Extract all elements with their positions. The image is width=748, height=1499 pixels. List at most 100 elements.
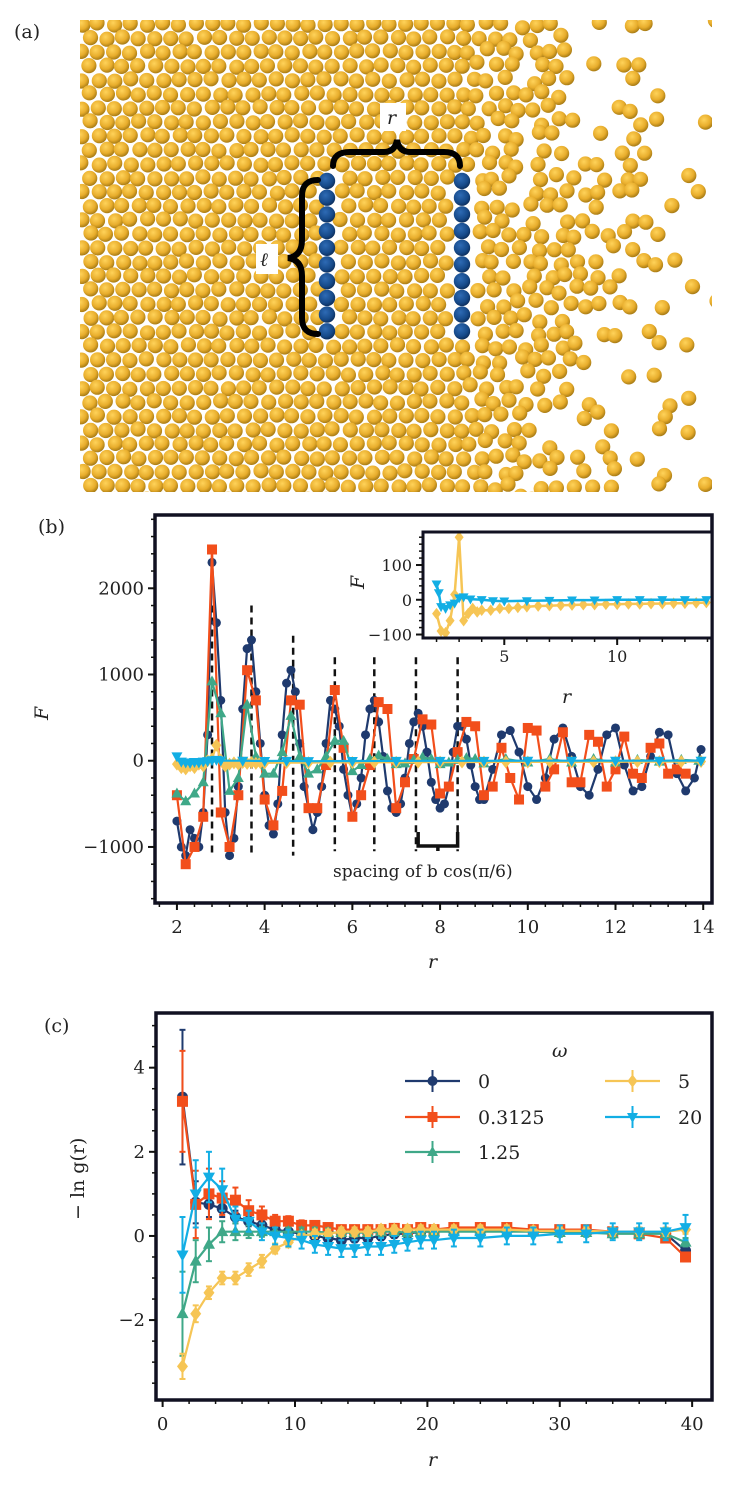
- particle: [349, 436, 365, 452]
- data-point: [645, 742, 656, 753]
- data-point: [427, 1235, 441, 1247]
- particle: [533, 337, 549, 353]
- data-point: [282, 678, 292, 688]
- particle: [276, 169, 292, 186]
- y-tick-label: 2: [134, 1142, 145, 1163]
- particle: [593, 125, 609, 141]
- data-point: [580, 1229, 593, 1241]
- particle: [89, 213, 106, 229]
- particle: [122, 323, 138, 339]
- particle: [268, 464, 284, 480]
- particle: [80, 352, 89, 368]
- particle: [381, 239, 398, 255]
- particle: [179, 366, 195, 382]
- data-point: [180, 859, 191, 870]
- data-point: [229, 1270, 241, 1286]
- data-point: [303, 767, 315, 778]
- particle: [533, 481, 549, 492]
- particle: [91, 295, 107, 311]
- particle: [83, 310, 99, 326]
- particle: [261, 309, 277, 325]
- particle: [504, 202, 520, 218]
- particle: [460, 101, 476, 117]
- particle: [364, 43, 381, 59]
- particle: [147, 171, 163, 187]
- particle: [333, 239, 349, 255]
- particle: [622, 157, 638, 174]
- particle: [350, 239, 366, 255]
- data-point: [259, 767, 271, 778]
- particle: [139, 325, 156, 341]
- particle: [324, 421, 340, 437]
- highlighted-particle: [453, 289, 471, 307]
- highlighted-particle: [453, 239, 471, 256]
- particle: [414, 100, 430, 116]
- particle: [113, 141, 129, 157]
- particle: [80, 296, 90, 313]
- particle: [531, 243, 548, 259]
- particle: [82, 29, 99, 46]
- particle: [616, 224, 633, 240]
- particle: [228, 451, 244, 467]
- particle: [503, 310, 519, 326]
- particle: [146, 366, 162, 382]
- particle: [211, 199, 227, 215]
- particle: [461, 436, 477, 452]
- highlighted-particle: [318, 172, 336, 190]
- particle: [414, 437, 430, 453]
- particle: [268, 323, 284, 339]
- inset-y-label: F: [347, 575, 369, 590]
- particle: [144, 491, 150, 492]
- data-point: [657, 596, 668, 606]
- particle: [147, 309, 163, 325]
- particle: [414, 324, 430, 340]
- data-point: [215, 807, 226, 818]
- particle: [431, 43, 447, 60]
- particle: [349, 324, 365, 340]
- particle: [350, 351, 366, 367]
- particle: [114, 197, 130, 214]
- legend-item-omega-0.3125: 0.3125: [405, 1106, 544, 1129]
- data-point: [522, 756, 534, 767]
- particle: [122, 381, 138, 397]
- particle: [625, 242, 641, 258]
- particle: [552, 197, 568, 213]
- particle: [585, 479, 601, 492]
- particle: [350, 493, 365, 508]
- particle: [122, 437, 138, 453]
- particle: [651, 476, 667, 492]
- particle: [229, 310, 245, 326]
- particle: [140, 43, 156, 59]
- legend-label: 1.25: [478, 1142, 520, 1164]
- particle: [486, 282, 502, 298]
- particle: [178, 31, 194, 47]
- particle: [332, 128, 348, 144]
- data-point: [308, 825, 318, 835]
- particle: [261, 477, 277, 492]
- particle: [356, 29, 373, 45]
- particle: [542, 460, 558, 476]
- particle: [236, 128, 252, 145]
- particle: [163, 283, 180, 299]
- data-point: [237, 756, 249, 767]
- particle: [106, 101, 122, 117]
- data-point: [549, 734, 559, 744]
- particle: [236, 183, 252, 199]
- particle: [496, 40, 512, 56]
- data-point: [671, 764, 682, 775]
- particle: [698, 476, 712, 492]
- particle: [382, 43, 398, 59]
- particle: [80, 20, 91, 33]
- particle: [414, 407, 430, 424]
- particle: [488, 56, 505, 72]
- highlighted-particle: [318, 289, 336, 307]
- particle: [82, 170, 98, 186]
- particle: [504, 56, 520, 72]
- particle: [243, 491, 247, 492]
- particle: [115, 365, 131, 382]
- particle: [154, 435, 170, 451]
- particle: [477, 407, 493, 423]
- particle: [349, 43, 365, 59]
- particle: [529, 20, 545, 34]
- particle: [261, 86, 277, 102]
